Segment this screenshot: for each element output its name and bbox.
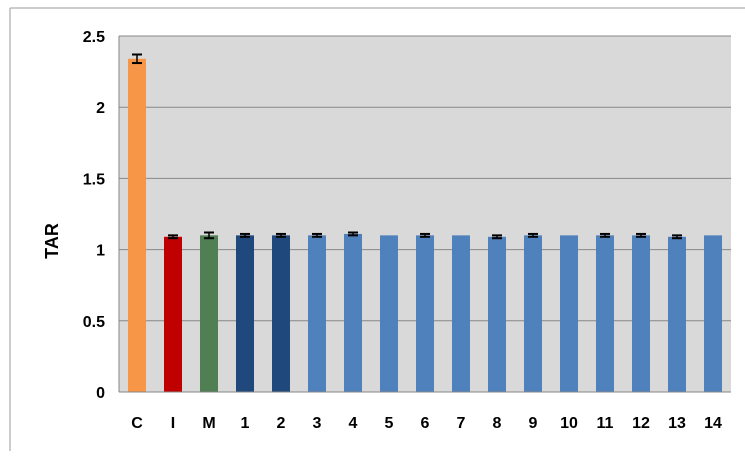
y-tick-label: 0.5 [83, 314, 105, 331]
bar-3 [308, 235, 326, 392]
y-axis-title: TAR [42, 223, 62, 259]
x-tick-labels: C I M 1 2 3 4 5 6 7 8 9 10 11 12 13 14 [131, 415, 722, 432]
bar-13 [668, 236, 686, 392]
x-tick-label: 7 [457, 415, 466, 432]
x-tick-label: C [131, 415, 143, 432]
bar-C [128, 58, 146, 393]
x-tick-label: 2 [277, 415, 286, 432]
x-tick-label: 1 [241, 415, 250, 432]
y-tick-label: 2 [96, 100, 105, 117]
x-tick-label: 4 [349, 415, 358, 432]
x-tick-label: 13 [668, 415, 686, 432]
bar-11 [596, 235, 614, 392]
bar-7 [452, 235, 470, 392]
x-tick-label: M [202, 415, 215, 432]
y-tick-label: 2.5 [83, 29, 105, 46]
x-tick-label: 9 [529, 415, 538, 432]
bar-1 [236, 235, 254, 392]
bar-6 [416, 235, 434, 392]
bar-12 [632, 235, 650, 392]
x-tick-label: 6 [421, 415, 430, 432]
bar-I [164, 236, 182, 392]
bar-10 [560, 235, 578, 392]
error-bars [132, 53, 682, 240]
bar-14 [704, 235, 722, 392]
bar-4 [344, 233, 362, 392]
bars [128, 58, 722, 393]
x-tick-label: 10 [560, 415, 578, 432]
y-tick-label: 0 [96, 385, 105, 402]
x-tick-label: 8 [493, 415, 502, 432]
x-tick-label: 5 [385, 415, 394, 432]
y-tick-label: 1.5 [83, 171, 105, 188]
x-tick-label: 11 [597, 415, 614, 432]
bar-8 [488, 236, 506, 392]
axes [118, 36, 731, 393]
bar-2 [272, 235, 290, 392]
x-tick-label: 12 [632, 415, 650, 432]
y-tick-labels: 0 0.5 1 1.5 2 2.5 [83, 29, 105, 402]
bar-9 [524, 235, 542, 392]
x-tick-label: 3 [313, 415, 322, 432]
y-tick-label: 1 [96, 243, 105, 260]
x-tick-label: I [171, 415, 175, 432]
x-tick-label: 14 [704, 415, 722, 432]
bar-M [200, 235, 218, 392]
bar-5 [380, 235, 398, 392]
